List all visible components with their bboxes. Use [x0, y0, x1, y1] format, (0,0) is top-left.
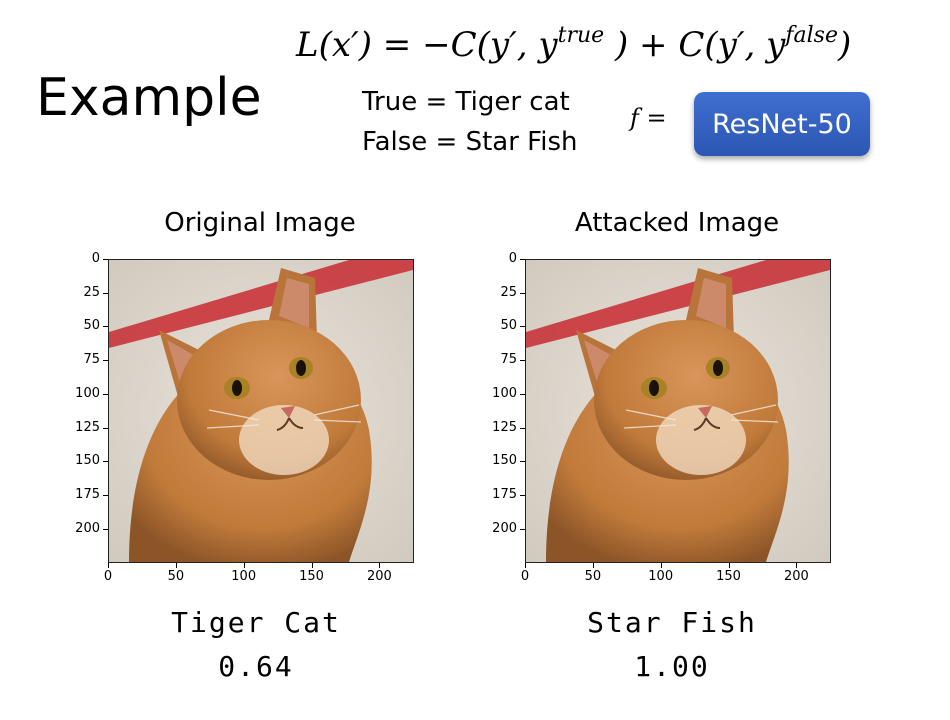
attacked-caption: Star Fish	[587, 606, 757, 639]
y-tick-label: 150	[492, 453, 517, 469]
formula-sup-false: false	[785, 23, 838, 48]
original-score: 0.64	[218, 650, 294, 683]
y-tick-label: 125	[492, 419, 517, 435]
y-tick-mark	[103, 461, 108, 463]
attacked-image	[525, 259, 831, 563]
x-tick-label: 50	[167, 569, 185, 584]
x-tick-label: 150	[299, 569, 324, 584]
y-tick-label: 200	[75, 520, 100, 536]
y-tick-mark	[520, 393, 525, 395]
x-tick-label: 150	[716, 569, 741, 584]
y-tick-mark	[520, 292, 525, 294]
x-tick-mark	[175, 563, 177, 568]
x-tick-label: 200	[784, 569, 809, 584]
y-tick-mark	[103, 326, 108, 328]
x-tick-mark	[311, 563, 313, 568]
x-tick-mark	[660, 563, 662, 568]
false-label: False = Star Fish	[362, 127, 578, 157]
x-tick-label: 50	[584, 569, 602, 584]
y-tick-label: 75	[83, 352, 100, 368]
y-tick-label: 25	[83, 284, 100, 300]
y-tick-label: 100	[492, 385, 517, 401]
y-tick-mark	[520, 427, 525, 429]
y-tick-mark	[103, 259, 108, 260]
y-tick-label: 125	[75, 419, 100, 435]
f-label: f =	[630, 104, 667, 132]
y-tick-label: 200	[492, 520, 517, 536]
x-tick-mark	[243, 563, 245, 568]
y-tick-mark	[103, 393, 108, 395]
y-tick-mark	[520, 259, 525, 260]
formula-part: )	[838, 25, 852, 65]
x-tick-label: 100	[231, 569, 257, 584]
y-tick-mark	[103, 360, 108, 362]
original-caption: Tiger Cat	[171, 606, 341, 639]
y-tick-mark	[103, 528, 108, 530]
y-tick-label: 25	[500, 284, 517, 300]
y-tick-mark	[520, 461, 525, 463]
loss-formula: L(x′) = −C(y′, ytrue ) + C(y′, yfalse)	[296, 14, 851, 67]
y-tick-label: 50	[500, 318, 517, 334]
y-tick-label: 50	[83, 318, 100, 334]
panel-title-original: Original Image	[164, 208, 356, 238]
x-tick-mark	[379, 563, 381, 568]
original-image	[108, 259, 414, 563]
y-tick-label: 0	[508, 251, 517, 266]
formula-sup-true: true	[557, 23, 605, 48]
y-tick-label: 175	[492, 486, 517, 502]
y-tick-mark	[520, 326, 525, 328]
x-tick-mark	[525, 563, 526, 568]
x-tick-mark	[592, 563, 594, 568]
y-tick-label: 175	[75, 486, 100, 502]
x-tick-mark	[108, 563, 109, 568]
panel-title-attacked: Attacked Image	[574, 208, 780, 238]
y-tick-mark	[103, 427, 108, 429]
x-tick-mark	[728, 563, 730, 568]
formula-part: L(x′) = −C(y′, y	[296, 25, 558, 65]
y-tick-mark	[103, 292, 108, 294]
true-label: True = Tiger cat	[362, 87, 570, 117]
x-tick-label: 100	[648, 569, 674, 584]
model-button[interactable]: ResNet-50	[694, 92, 870, 156]
x-tick-label: 200	[367, 569, 392, 584]
y-tick-mark	[520, 494, 525, 496]
y-tick-mark	[103, 494, 108, 496]
x-tick-mark	[796, 563, 798, 568]
x-tick-label: 0	[520, 569, 530, 584]
y-tick-label: 150	[75, 453, 100, 469]
x-tick-label: 0	[103, 569, 113, 584]
formula-part: ) + C(y′, y	[604, 25, 786, 65]
attacked-score: 1.00	[634, 650, 710, 683]
y-tick-label: 0	[91, 251, 100, 266]
y-tick-mark	[520, 360, 525, 362]
y-tick-label: 100	[75, 385, 100, 401]
slide-title: Example	[36, 68, 262, 128]
y-tick-mark	[520, 528, 525, 530]
y-tick-label: 75	[500, 352, 517, 368]
